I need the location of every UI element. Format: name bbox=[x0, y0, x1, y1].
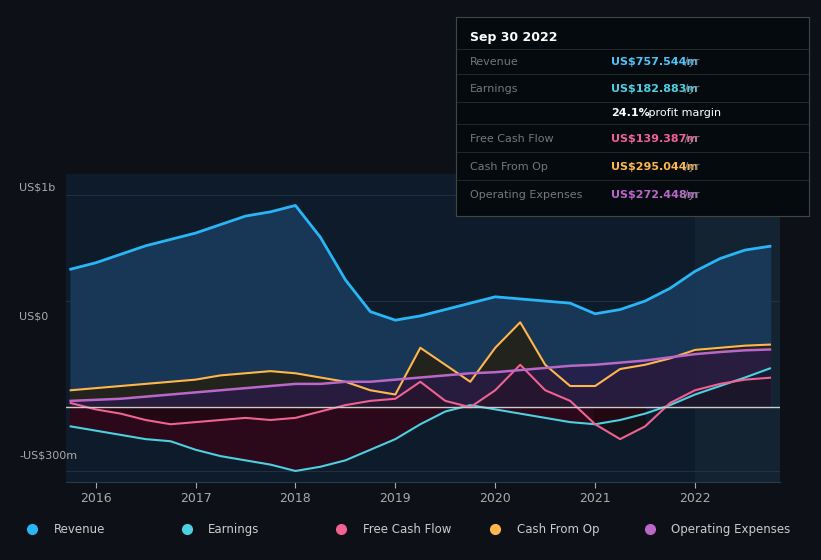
Text: US$272.448m: US$272.448m bbox=[611, 190, 698, 200]
Text: US$1b: US$1b bbox=[19, 183, 56, 193]
Text: -US$300m: -US$300m bbox=[19, 450, 77, 460]
Text: Cash From Op: Cash From Op bbox=[470, 162, 548, 172]
Text: Revenue: Revenue bbox=[470, 57, 519, 67]
Text: /yr: /yr bbox=[681, 57, 699, 67]
Text: Operating Expenses: Operating Expenses bbox=[470, 190, 582, 200]
Text: Free Cash Flow: Free Cash Flow bbox=[470, 134, 553, 144]
Text: /yr: /yr bbox=[681, 85, 699, 95]
Text: US$182.883m: US$182.883m bbox=[611, 85, 698, 95]
Text: Cash From Op: Cash From Op bbox=[517, 522, 599, 536]
Text: profit margin: profit margin bbox=[644, 108, 721, 118]
Bar bbox=[695, 174, 800, 482]
Text: Free Cash Flow: Free Cash Flow bbox=[363, 522, 451, 536]
Text: US$295.044m: US$295.044m bbox=[611, 162, 698, 172]
Text: Earnings: Earnings bbox=[470, 85, 518, 95]
Text: Operating Expenses: Operating Expenses bbox=[672, 522, 791, 536]
Text: 24.1%: 24.1% bbox=[611, 108, 649, 118]
Text: Sep 30 2022: Sep 30 2022 bbox=[470, 31, 557, 44]
Text: Earnings: Earnings bbox=[209, 522, 259, 536]
Text: Revenue: Revenue bbox=[54, 522, 105, 536]
Text: US$139.387m: US$139.387m bbox=[611, 134, 698, 144]
Text: /yr: /yr bbox=[681, 162, 699, 172]
Text: /yr: /yr bbox=[681, 190, 699, 200]
Text: US$757.544m: US$757.544m bbox=[611, 57, 698, 67]
Text: /yr: /yr bbox=[681, 134, 699, 144]
Text: US$0: US$0 bbox=[19, 312, 48, 322]
